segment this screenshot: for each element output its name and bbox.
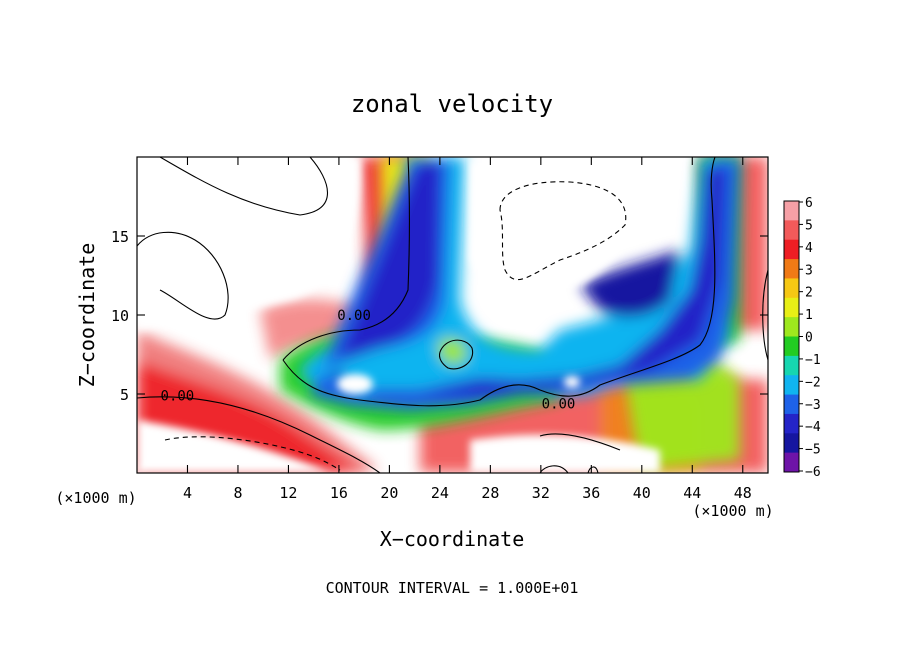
x-tick-label: 32 — [532, 484, 550, 502]
colorbar-label: 5 — [805, 218, 813, 233]
x-tick-label: 20 — [380, 484, 398, 502]
colorbar-label: 2 — [805, 286, 813, 301]
x-tick-label: 48 — [734, 484, 752, 502]
contour-label: 0.00 — [542, 397, 576, 413]
colorbar: 6 5 4 3 2 1 0 −1 −2 −3 −4 −5 −6 — [783, 196, 821, 480]
x-tick-label: 8 — [233, 484, 242, 502]
x-axis-ticks: 4 8 12 16 20 24 28 32 36 40 44 48 — [183, 157, 752, 502]
colorbar-label: −6 — [805, 465, 821, 480]
colorbar-label: −4 — [805, 420, 821, 435]
y-axis-ticks: 5 10 15 — [111, 228, 768, 404]
x-tick-label: 36 — [582, 484, 600, 502]
x-tick-label: 24 — [431, 484, 449, 502]
contour-labels: 0.00 0.00 0.00 — [161, 308, 576, 413]
contour-interval-footer: CONTOUR INTERVAL = 1.000E+01 — [326, 579, 579, 597]
colorbar-label: 4 — [805, 241, 813, 256]
x-unit-left: (×1000 m) — [55, 489, 136, 507]
x-tick-label: 16 — [330, 484, 348, 502]
y-tick-label: 10 — [111, 307, 129, 325]
colorbar-label: −2 — [805, 375, 821, 390]
colorbar-swatch — [784, 317, 799, 337]
colorbar-swatch — [784, 413, 799, 434]
colorbar-swatch — [784, 375, 799, 396]
contour-label: 0.00 — [337, 308, 371, 324]
colorbar-swatch — [784, 297, 799, 318]
x-tick-label: 44 — [683, 484, 701, 502]
colorbar-label: 3 — [805, 263, 813, 278]
x-tick-label: 4 — [183, 484, 192, 502]
x-tick-label: 40 — [633, 484, 651, 502]
colorbar-swatch — [784, 433, 799, 454]
x-tick-label: 12 — [279, 484, 297, 502]
colorbar-swatch — [784, 452, 799, 473]
colorbar-swatch — [784, 355, 799, 376]
chart-title: zonal velocity — [351, 90, 553, 118]
y-axis-label: Z−coordinate — [75, 243, 99, 388]
y-tick-label: 5 — [120, 386, 129, 404]
colorbar-swatch — [784, 259, 799, 279]
colorbar-swatch — [784, 278, 799, 299]
y-tick-label: 15 — [111, 228, 129, 246]
colorbar-swatch — [784, 336, 799, 357]
x-tick-label: 28 — [481, 484, 499, 502]
colorbar-swatch — [784, 220, 799, 241]
velocity-field — [137, 157, 768, 473]
colorbar-label: −5 — [805, 443, 821, 458]
colorbar-label: −1 — [805, 353, 821, 368]
colorbar-label: 1 — [805, 308, 813, 323]
contour-label: 0.00 — [161, 389, 195, 405]
colorbar-swatch — [784, 394, 799, 415]
x-axis-label: X−coordinate — [380, 527, 525, 551]
colorbar-swatch — [784, 201, 799, 221]
colorbar-swatch — [784, 239, 799, 260]
x-unit-right: (×1000 m) — [692, 502, 773, 520]
colorbar-label: −3 — [805, 398, 821, 413]
colorbar-label: 6 — [805, 196, 813, 211]
colorbar-label: 0 — [805, 331, 813, 346]
